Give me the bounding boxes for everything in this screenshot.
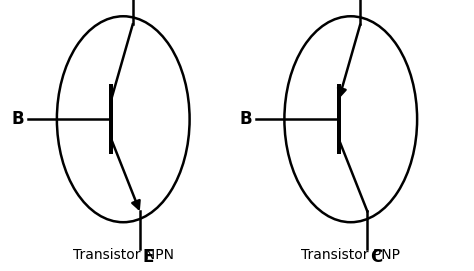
Text: Transistor PNP: Transistor PNP xyxy=(301,248,400,262)
Text: E: E xyxy=(143,249,154,266)
Text: B: B xyxy=(239,110,252,128)
Text: Transistor NPN: Transistor NPN xyxy=(73,248,174,262)
Text: C: C xyxy=(370,249,382,266)
Text: B: B xyxy=(12,110,24,128)
